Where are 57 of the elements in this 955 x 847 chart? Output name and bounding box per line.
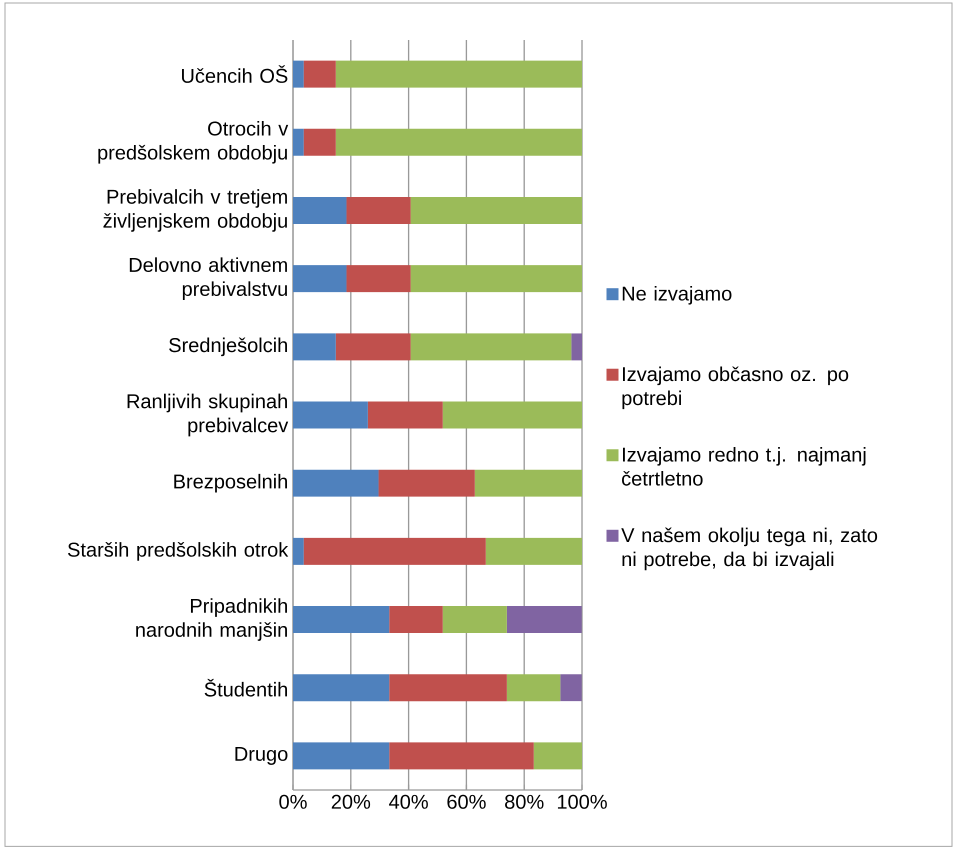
bar <box>410 333 572 360</box>
legend-label: Ne izvajamo <box>622 286 732 305</box>
bar <box>293 265 346 292</box>
bar <box>304 538 486 565</box>
bar <box>304 60 336 88</box>
bar <box>410 196 582 224</box>
y-tick-label: Starših predšolskih otrok <box>68 542 288 561</box>
bar <box>304 128 336 156</box>
bar <box>389 742 534 770</box>
bar <box>293 742 390 770</box>
x-tick-label: 60% <box>447 794 486 809</box>
bar <box>486 538 582 565</box>
bar <box>293 538 304 565</box>
y-tick-label: Ranljivih skupinah prebivalcev <box>128 394 288 436</box>
bar <box>442 606 507 634</box>
x-tick-label: 0% <box>279 794 307 809</box>
bar <box>571 333 582 360</box>
bar <box>293 674 390 702</box>
y-tick-label: Učencih OŠ <box>182 65 288 83</box>
bar <box>293 60 304 88</box>
bar <box>368 402 443 429</box>
y-tick-label: Otrocih v predšolskem obdobju <box>98 120 288 164</box>
bar <box>410 265 582 292</box>
bar <box>336 333 411 360</box>
y-tick-label: Brezposelnih <box>174 474 287 492</box>
y-tick-label: Študentih <box>204 678 287 697</box>
bar <box>336 60 582 88</box>
bar <box>474 470 582 497</box>
bar <box>346 196 411 224</box>
y-tick-label: Srednješolcih <box>169 337 287 356</box>
legend-label: Izvajamo redno t.j. najmanj četrtletno <box>622 447 866 486</box>
bar <box>389 674 507 702</box>
bar <box>293 402 368 429</box>
x-tick-label: 80% <box>505 794 544 809</box>
bar <box>506 674 560 702</box>
x-tick-label: 40% <box>389 794 428 809</box>
bar <box>293 470 379 497</box>
bar <box>293 333 336 360</box>
y-tick-label: Drugo <box>235 746 288 765</box>
bar <box>293 196 346 224</box>
legend-label: Izvajamo občasno oz. po potrebi <box>622 366 848 410</box>
bar <box>389 606 443 634</box>
legend-label: V našem okolju tega ni, zato ni potrebe, da bi izvajali <box>621 528 878 570</box>
bar <box>336 128 582 156</box>
x-tick-label: 20% <box>332 794 370 809</box>
bar <box>293 128 304 156</box>
bar <box>293 606 390 634</box>
y-tick-label: Pripadnikih narodnih manjšin <box>136 598 287 641</box>
bar <box>442 402 582 429</box>
x-tick-label: 100% <box>558 794 607 809</box>
y-tick-label: Delovno aktivnem prebivalstvu <box>130 257 287 300</box>
y-tick-label: Prebivalcih v tretjem življenjskem obdobju <box>103 189 287 232</box>
bar <box>378 470 475 497</box>
bar <box>534 742 582 770</box>
bar <box>506 606 582 634</box>
bar <box>346 265 411 292</box>
bar <box>560 674 582 702</box>
